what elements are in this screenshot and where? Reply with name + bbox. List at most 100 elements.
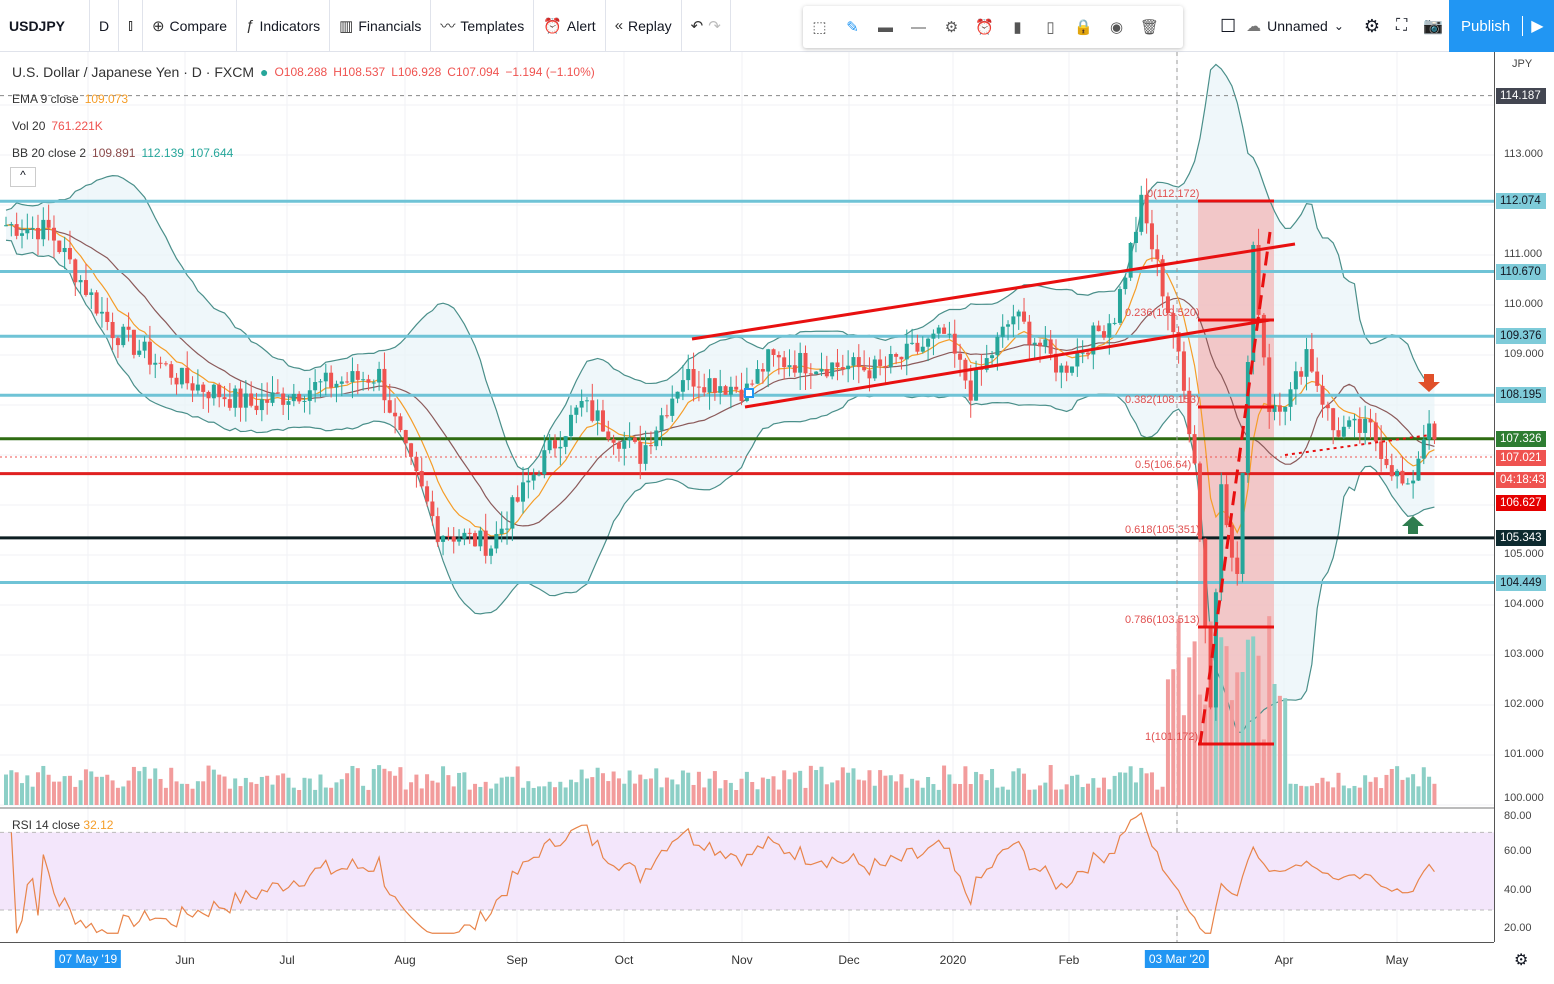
- ema-label[interactable]: EMA 9 close: [12, 91, 79, 106]
- candle-body: [142, 341, 147, 351]
- volume-bar: [558, 781, 563, 805]
- interval-button[interactable]: D: [90, 0, 120, 52]
- price-tick: 101.000: [1504, 748, 1544, 760]
- candle-body: [174, 377, 179, 385]
- candle-body: [792, 365, 797, 373]
- candle-body: [568, 414, 573, 437]
- collapse-legend-button[interactable]: ^: [10, 167, 36, 187]
- settings-icon[interactable]: ⚙: [944, 19, 959, 36]
- candle-body: [1144, 194, 1149, 224]
- eye-icon[interactable]: ◉: [1109, 19, 1124, 36]
- time-axis[interactable]: 07 May '19 Jun Jul Aug Sep Oct Nov Dec 2020 Feb 03…: [0, 942, 1494, 984]
- volume-bar: [515, 766, 520, 805]
- gear-icon[interactable]: ⚙: [1363, 15, 1381, 36]
- candle-body: [1149, 223, 1154, 250]
- drawing-toolbar: ⬚ ✎ ▬ — ⚙ ⏰ ▮ ▯ 🔒 ◉ 🗑: [803, 6, 1183, 48]
- vol-label[interactable]: Vol 20: [12, 118, 46, 133]
- dotted-trend-line: [1284, 434, 1431, 456]
- candle-body: [1309, 349, 1314, 372]
- candle-body: [291, 393, 296, 402]
- volume-bar: [542, 786, 547, 805]
- volume-bar: [1096, 787, 1101, 805]
- alert-add-icon[interactable]: ⏰: [975, 19, 994, 36]
- price-chart[interactable]: 0(112.172) 0.236(109.520) 0.382(108.153) 0.…: [0, 52, 1494, 942]
- price-tick: 103.000: [1504, 648, 1544, 660]
- candle-body: [1299, 371, 1304, 377]
- currency-label[interactable]: JPY: [1512, 58, 1533, 70]
- top-toolbar: USDJPY D ⫾ ⊕ Compare ƒ Indicators ▥ Financi…: [0, 0, 1554, 52]
- candle-body: [883, 365, 888, 368]
- undo-icon[interactable]: ↶: [690, 17, 704, 35]
- volume-bar: [94, 776, 99, 805]
- volume-bar: [910, 778, 915, 805]
- alert-button[interactable]: ⏰ Alert: [534, 0, 606, 52]
- chart-type-button[interactable]: ⫾: [119, 0, 143, 52]
- candle-body: [808, 373, 813, 375]
- template-icon[interactable]: ▯: [1046, 19, 1055, 36]
- candle-body: [222, 397, 227, 400]
- fill-icon[interactable]: ▮: [1013, 19, 1022, 36]
- volume-bar: [963, 766, 968, 805]
- volume-bar: [19, 783, 24, 805]
- trash-icon[interactable]: 🗑: [1139, 19, 1160, 36]
- chevron-down-icon[interactable]: ⌄: [1333, 19, 1344, 33]
- square-icon[interactable]: ☐: [1220, 15, 1237, 36]
- bb-label[interactable]: BB 20 close 2: [12, 145, 87, 160]
- settings-gear-icon[interactable]: ⚙: [1514, 952, 1529, 969]
- camera-icon[interactable]: 📷: [1423, 18, 1444, 35]
- lock-icon[interactable]: 🔒: [1074, 19, 1093, 36]
- price-tick: 111.000: [1504, 248, 1543, 260]
- volume-bar: [467, 789, 472, 805]
- replay-button[interactable]: «Replay: [606, 0, 682, 52]
- candle-body: [728, 386, 733, 395]
- candle-body: [920, 346, 925, 352]
- volume-bar: [883, 775, 888, 805]
- alert-label: Alert: [566, 17, 596, 34]
- line-width-icon[interactable]: ▬: [878, 18, 893, 36]
- candle-body: [1022, 311, 1027, 322]
- line-style-icon[interactable]: —: [911, 18, 926, 36]
- volume-bar: [1171, 669, 1176, 805]
- candle-body: [1288, 389, 1293, 407]
- volume-bar: [547, 781, 552, 805]
- volume-bar: [707, 778, 712, 805]
- volume-bar: [1416, 786, 1421, 805]
- redo-icon[interactable]: ↷: [708, 17, 721, 35]
- layout-name[interactable]: Unnamed: [1267, 18, 1328, 34]
- volume-bar: [814, 770, 819, 805]
- candle-body: [83, 280, 88, 295]
- volume-bar: [318, 774, 323, 805]
- volume-bar: [1038, 785, 1043, 805]
- bb-basis-line: [5, 224, 1435, 527]
- indicators-button[interactable]: ƒ Indicators: [237, 0, 331, 52]
- publish-button[interactable]: Publish ▶: [1449, 0, 1554, 52]
- candle-body: [627, 437, 632, 441]
- volume-bar: [856, 779, 861, 805]
- rsi-label[interactable]: RSI 14 close: [12, 818, 81, 832]
- volume-bar: [83, 769, 88, 805]
- select-icon[interactable]: ⬚: [812, 19, 827, 36]
- symbol-button[interactable]: USDJPY: [0, 0, 90, 52]
- pencil-icon[interactable]: ✎: [846, 19, 859, 36]
- candle-body: [931, 333, 936, 339]
- candle-body: [238, 388, 243, 408]
- candle-body: [824, 369, 829, 377]
- financials-button[interactable]: ▥ Financials: [330, 0, 432, 52]
- volume-bar: [1304, 786, 1309, 805]
- price-label: 04:18:43: [1496, 472, 1546, 488]
- volume-bar: [904, 787, 909, 805]
- volume-bar: [339, 779, 344, 805]
- candle-body: [339, 381, 344, 384]
- candle-body: [371, 382, 376, 384]
- cloud-icon[interactable]: ☁: [1246, 18, 1262, 35]
- compare-button[interactable]: ⊕ Compare: [143, 0, 238, 52]
- volume-bar: [1027, 789, 1032, 805]
- volume-bar: [1379, 788, 1384, 805]
- volume-bar: [174, 781, 179, 805]
- templates-button[interactable]: 〰 Templates: [431, 0, 535, 52]
- play-icon[interactable]: ▶: [1522, 16, 1551, 36]
- fullscreen-icon[interactable]: ⛶: [1396, 17, 1408, 34]
- volume-bar: [1048, 765, 1053, 805]
- volume-bar: [483, 781, 488, 805]
- candle-body: [1363, 418, 1368, 433]
